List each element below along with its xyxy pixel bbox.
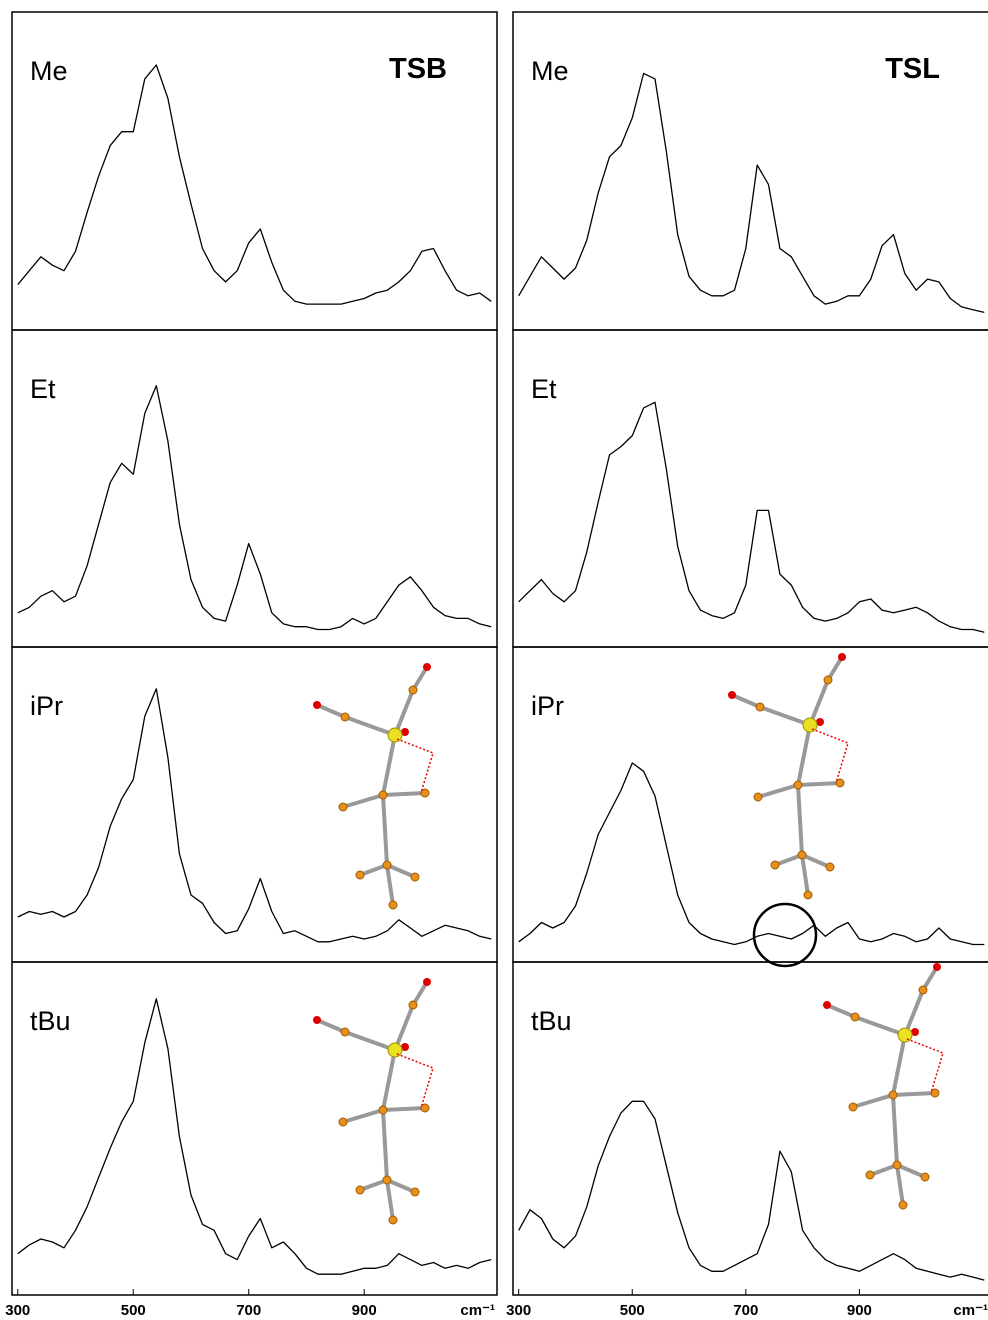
panel-title: TSB (389, 53, 447, 85)
panel-label: tBu (30, 1006, 71, 1036)
panel-frame (513, 962, 988, 1295)
spectrum-line (519, 763, 985, 945)
x-tick-label: 700 (236, 1302, 261, 1319)
panel-label: iPr (531, 691, 564, 721)
panel-label: tBu (531, 1006, 572, 1036)
panel-frame (12, 647, 497, 962)
x-tick-label: 700 (733, 1302, 758, 1319)
x-axis-unit: cm⁻¹ (953, 1302, 988, 1319)
molecule (313, 978, 433, 1224)
molecule (313, 663, 433, 909)
spectrum-line (18, 386, 491, 630)
panel-frame (513, 647, 988, 962)
panel-frame (513, 330, 988, 647)
x-tick-label: 500 (121, 1302, 146, 1319)
x-tick-label: 300 (5, 1302, 30, 1319)
x-tick-label: 300 (506, 1302, 531, 1319)
x-axis-unit: cm⁻¹ (460, 1302, 495, 1319)
spectrum-line (519, 1101, 985, 1280)
spectrum-line (18, 65, 491, 304)
panel-title: TSL (885, 53, 940, 85)
spectrum-line (519, 73, 985, 312)
x-tick-label: 500 (620, 1302, 645, 1319)
panel-label: Me (30, 56, 68, 86)
spectrum-line (18, 999, 491, 1274)
panel-label: iPr (30, 691, 63, 721)
panel-frame (12, 962, 497, 1295)
figure: Me Et iPr tBu TSB 300 500 700 900 cm⁻¹ Me Et iPr tBu T… (0, 0, 988, 1320)
spectrum-line (18, 689, 491, 942)
molecule (823, 963, 943, 1209)
x-tick-label: 900 (847, 1302, 872, 1319)
panel-frame (12, 330, 497, 647)
panel-label: Et (30, 374, 56, 404)
panel-label: Et (531, 374, 557, 404)
panel-label: Me (531, 56, 569, 86)
x-tick-label: 900 (352, 1302, 377, 1319)
molecule (728, 653, 848, 899)
spectrum-line (519, 402, 985, 632)
